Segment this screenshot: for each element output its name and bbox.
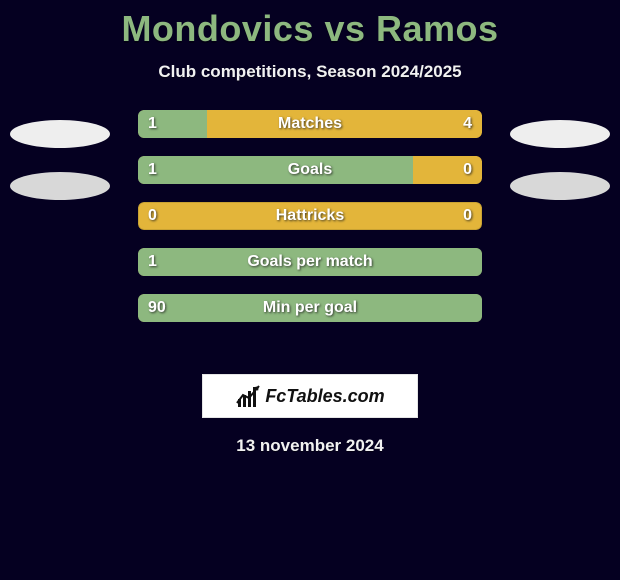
- team-badge-right-0: [510, 120, 610, 148]
- bar-seg-right: [207, 110, 482, 138]
- brand-box: FcTables.com: [202, 374, 418, 418]
- stat-row: 00Hattricks: [138, 202, 482, 230]
- subtitle: Club competitions, Season 2024/2025: [0, 62, 620, 82]
- stat-row: 1Goals per match: [138, 248, 482, 276]
- page-title: Mondovics vs Ramos: [0, 0, 620, 50]
- bar-seg-left: [138, 248, 482, 276]
- stat-row: 14Matches: [138, 110, 482, 138]
- bar-seg-left: [138, 294, 482, 322]
- brand-text: FcTables.com: [265, 386, 384, 407]
- date-text: 13 november 2024: [0, 436, 620, 456]
- team-badge-left-0: [10, 120, 110, 148]
- team-badge-right-1: [510, 172, 610, 200]
- stat-row: 90Min per goal: [138, 294, 482, 322]
- stat-bars: 14Matches 10Goals 00Hattricks 1Goals per ma…: [138, 110, 482, 340]
- bar-seg-right: [413, 156, 482, 184]
- chart-icon: [235, 383, 261, 409]
- team-badge-left-1: [10, 172, 110, 200]
- stat-row: 10Goals: [138, 156, 482, 184]
- bar-seg-left: [138, 156, 413, 184]
- bar-seg-left: [138, 110, 207, 138]
- bar-track: [138, 202, 482, 230]
- stats-arena: 14Matches 10Goals 00Hattricks 1Goals per ma…: [0, 110, 620, 360]
